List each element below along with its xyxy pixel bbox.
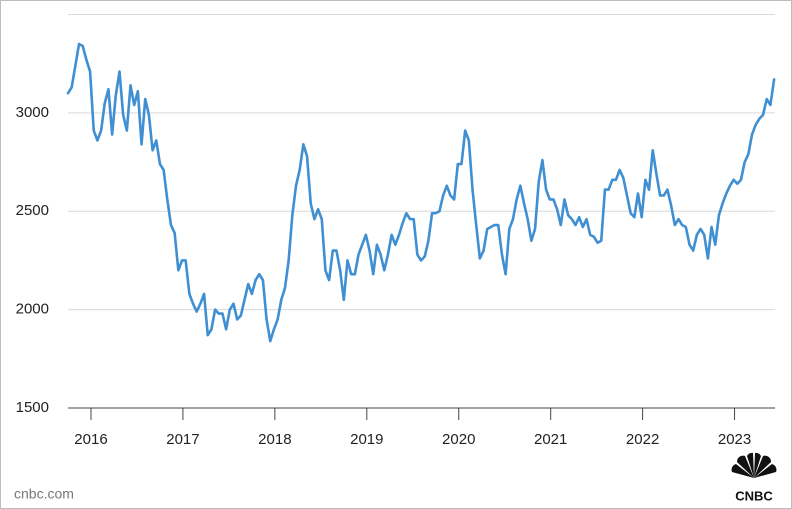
x-tick-label: 2017 [166, 431, 199, 448]
y-tick-label: 1500 [16, 399, 49, 416]
x-tick-label: 2016 [74, 431, 107, 448]
x-tick-label: 2018 [258, 431, 291, 448]
x-tick-label: 2019 [350, 431, 383, 448]
x-tick-label: 2023 [718, 431, 751, 448]
data-line [66, 42, 776, 343]
x-tick-label: 2022 [626, 431, 659, 448]
y-tick-label: 2000 [16, 301, 49, 318]
y-tick-label: 3000 [16, 104, 49, 121]
cnbc-logo: CNBC [731, 452, 777, 503]
x-tick-label: 2020 [442, 431, 475, 448]
source: cnbc.com [14, 486, 74, 502]
y-tick-label: 2500 [16, 202, 49, 219]
x-tick-label: 2021 [534, 431, 567, 448]
logo-text: CNBC [735, 488, 773, 503]
